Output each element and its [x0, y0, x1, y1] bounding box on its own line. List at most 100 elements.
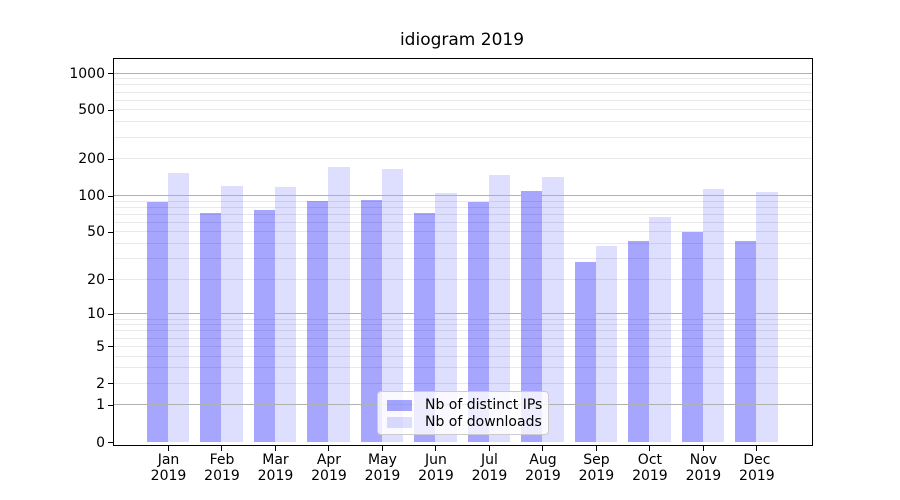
- bar-ips-jul: [467, 202, 489, 442]
- y-tick-mark: [108, 73, 113, 74]
- y-tick-mark: [108, 231, 113, 233]
- gridline-minor: [114, 109, 812, 111]
- gridline-minor: [114, 200, 812, 202]
- gridline-minor: [114, 121, 812, 123]
- gridline-major-100: [114, 195, 812, 196]
- y-tick-mark: [108, 279, 113, 281]
- y-tick-label-1: 1: [96, 397, 105, 414]
- x-tick-mark: [595, 446, 597, 451]
- y-tick-mark: [108, 442, 113, 443]
- plot-area: Nb of distinct IPs Nb of downloads: [113, 58, 813, 446]
- x-tick-label-dec: Dec 2019: [739, 452, 775, 484]
- bar-downloads-oct: [649, 216, 671, 442]
- y-tick-label-500: 500: [78, 102, 105, 119]
- bar-downloads-nov: [702, 189, 725, 442]
- gridline-minor: [114, 78, 812, 80]
- x-tick-label-mar: Mar 2019: [257, 452, 294, 484]
- gridlines-major: [114, 59, 812, 445]
- x-tick-mark: [756, 446, 758, 451]
- x-tick-mark: [649, 446, 651, 451]
- x-tick-label-oct: Oct 2019: [632, 452, 668, 484]
- gridline-minor: [114, 84, 812, 86]
- y-tick-label-2: 2: [96, 375, 105, 392]
- gridline-minor: [114, 382, 812, 384]
- bar-downloads-apr: [328, 167, 350, 442]
- gridline-minor: [114, 91, 812, 93]
- legend-label-distinct-ips: Nb of distinct IPs: [425, 397, 543, 413]
- bar-downloads-sep: [595, 246, 618, 442]
- x-tick-label-aug: Aug 2019: [525, 452, 561, 484]
- x-tick-mark: [542, 446, 544, 451]
- bar-ips-oct: [628, 241, 650, 442]
- gridline-minor: [114, 99, 812, 101]
- x-tick-label-may: May 2019: [364, 452, 401, 484]
- x-tick-label-nov: Nov 2019: [685, 452, 722, 484]
- bar-ips-dec: [734, 241, 757, 442]
- y-tick-label-100: 100: [78, 188, 105, 204]
- gridline-minor: [114, 318, 812, 320]
- bars-layer: [114, 59, 812, 445]
- x-tick-label-jul: Jul 2019: [471, 452, 508, 484]
- legend-label-downloads: Nb of downloads: [425, 414, 542, 430]
- gridline-minor: [114, 258, 812, 260]
- x-tick-mark: [221, 446, 223, 451]
- bar-ips-mar: [253, 209, 275, 442]
- x-tick-mark: [702, 446, 704, 451]
- bar-ips-apr: [307, 201, 329, 442]
- legend-swatch-downloads: [387, 417, 412, 428]
- y-tick-mark: [108, 383, 113, 385]
- y-tick-mark: [108, 404, 113, 406]
- x-tick-mark: [435, 446, 437, 451]
- bar-ips-nov: [681, 231, 703, 442]
- y-tick-label-200: 200: [78, 151, 105, 168]
- x-tick-mark: [274, 446, 276, 451]
- bar-downloads-jan: [168, 172, 190, 442]
- gridline-major-1000: [114, 72, 812, 74]
- gridline-minor: [114, 213, 812, 215]
- gridline-minor: [114, 324, 812, 326]
- gridline-minor: [114, 345, 812, 347]
- gridline-minor: [114, 231, 812, 233]
- y-tick-label-0: 0: [96, 434, 105, 451]
- gridline-minor: [114, 337, 812, 339]
- bar-ips-aug: [521, 191, 543, 442]
- gridline-minor: [114, 206, 812, 208]
- y-tick-mark: [108, 346, 113, 348]
- legend-item-downloads: Nb of downloads: [387, 414, 542, 431]
- x-tick-mark: [168, 446, 169, 451]
- gridline-minor: [114, 278, 812, 280]
- gridline-minor: [114, 355, 812, 357]
- x-tick-label-jun: Jun 2019: [418, 452, 454, 484]
- y-tick-mark: [108, 109, 113, 111]
- y-tick-mark: [108, 195, 113, 197]
- y-tick-mark: [108, 158, 113, 160]
- legend-swatch-distinct-ips: [387, 400, 412, 411]
- gridlines-minor: [114, 59, 812, 445]
- gridline-minor: [114, 221, 812, 223]
- gridline-minor: [114, 158, 812, 160]
- x-tick-label-feb: Feb 2019: [204, 452, 240, 484]
- bar-downloads-may: [381, 168, 404, 442]
- gridline-minor: [114, 330, 812, 332]
- bar-downloads-jul: [488, 174, 511, 442]
- gridline-minor: [114, 243, 812, 245]
- y-tick-label-5: 5: [96, 338, 105, 355]
- y-tick-label-20: 20: [87, 271, 105, 288]
- y-tick-label-50: 50: [87, 224, 105, 241]
- bar-ips-feb: [200, 212, 222, 442]
- x-tick-mark: [328, 446, 330, 451]
- gridline-minor: [114, 367, 812, 369]
- bar-ips-jun: [414, 212, 436, 442]
- y-tick-label-1000: 1000: [69, 65, 105, 82]
- x-tick-label-sep: Sep 2019: [578, 452, 615, 484]
- legend: Nb of distinct IPs Nb of downloads: [377, 391, 549, 435]
- bar-ips-may: [360, 199, 382, 442]
- x-tick-mark: [381, 446, 383, 451]
- bar-downloads-aug: [542, 176, 564, 442]
- chart-title: idiogram 2019: [399, 30, 525, 50]
- x-tick-label-apr: Apr 2019: [311, 452, 347, 484]
- bar-downloads-dec: [756, 191, 778, 442]
- bar-ips-sep: [574, 262, 596, 442]
- legend-item-distinct-ips: Nb of distinct IPs: [387, 397, 543, 414]
